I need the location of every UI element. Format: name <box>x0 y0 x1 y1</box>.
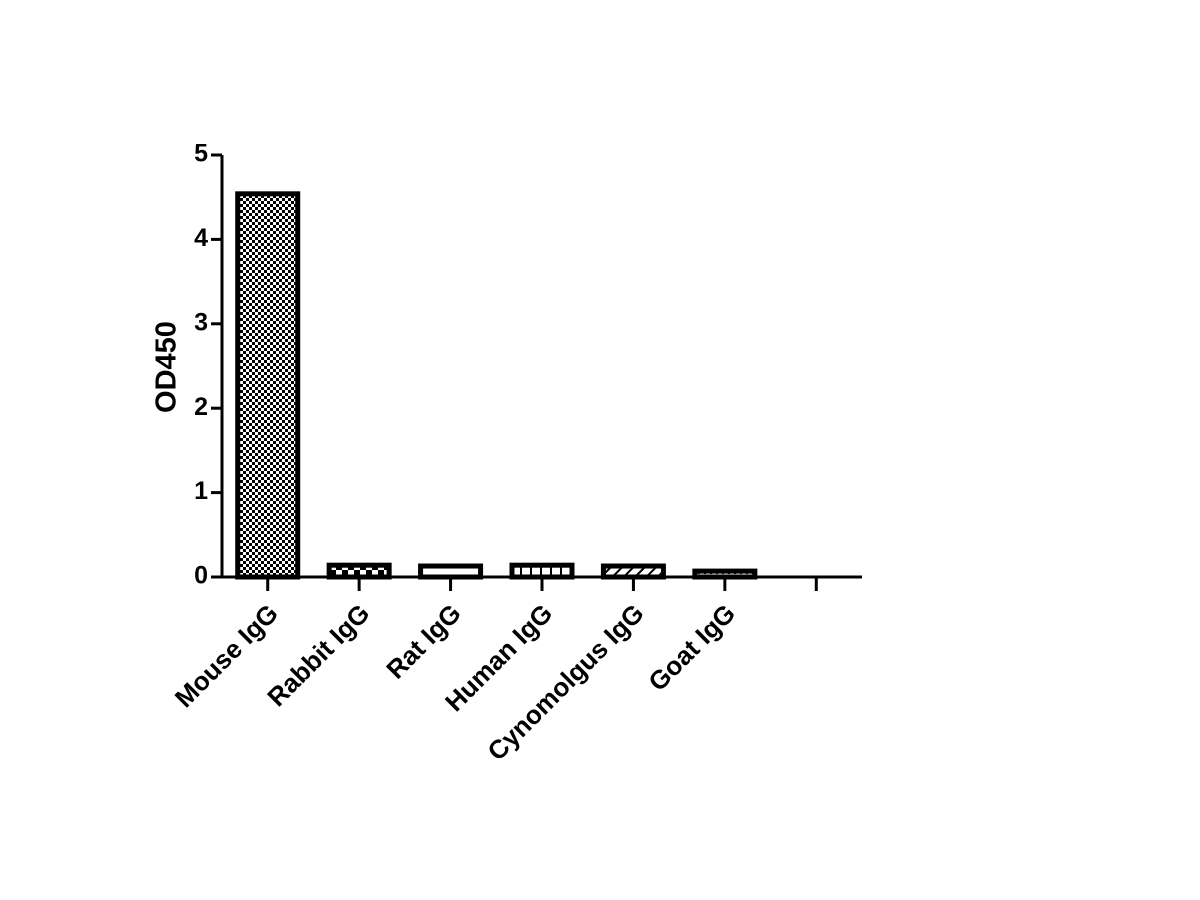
bar <box>418 563 484 580</box>
bar <box>326 562 392 580</box>
y-tick-label: 0 <box>194 562 208 590</box>
bar <box>509 562 575 580</box>
y-tick-label: 2 <box>194 393 208 421</box>
y-tick-label: 1 <box>194 477 208 505</box>
bar <box>235 191 301 580</box>
x-tick-label: Goat IgG <box>642 598 741 697</box>
x-tick-label: Rat IgG <box>380 598 467 685</box>
bar <box>600 563 666 580</box>
y-axis-title: OD450 <box>151 321 183 413</box>
y-tick-label: 5 <box>194 140 208 168</box>
y-tick-label: 4 <box>194 224 208 252</box>
x-tick-label: Cynomolgus IgG <box>481 598 649 766</box>
y-tick-label: 3 <box>194 308 208 336</box>
